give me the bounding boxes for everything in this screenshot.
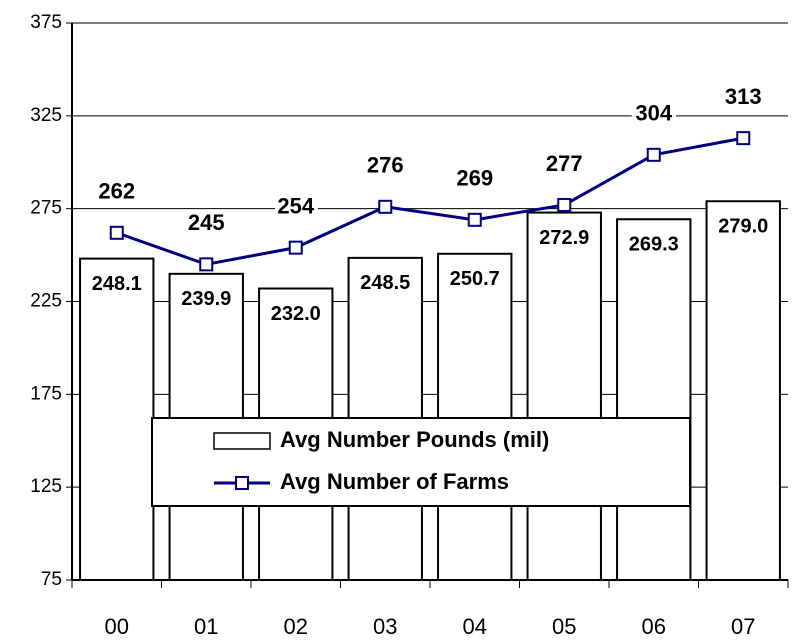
point (736, 131, 751, 146)
legend-swatch (213, 432, 271, 450)
bar-label: 250.7 (450, 268, 500, 290)
bar (437, 252, 513, 581)
point (467, 212, 482, 227)
x-tick-label: 01 (194, 614, 218, 639)
bar (526, 211, 602, 581)
bar-label: 248.1 (92, 273, 142, 295)
point-label: 262 (98, 179, 135, 204)
point-label: 276 (367, 153, 404, 178)
bar-label: 272.9 (539, 227, 589, 249)
point-label: 245 (188, 210, 225, 235)
point (109, 225, 124, 240)
legend: Avg Number Pounds (mil) Avg Number of Far… (151, 417, 691, 507)
legend-label: Avg Number Pounds (mil) (280, 427, 549, 452)
x-tick-label: 07 (731, 614, 755, 639)
x-tick-label: 02 (284, 614, 308, 639)
legend-marker (235, 476, 249, 490)
point-label: 269 (456, 166, 493, 191)
y-tick-label: 75 (41, 569, 62, 590)
y-tick-label: 375 (30, 12, 62, 33)
bar (616, 218, 692, 581)
y-tick-label: 125 (30, 476, 62, 497)
line-series (109, 131, 751, 272)
point-label: 277 (546, 151, 583, 176)
y-tick-label: 175 (30, 383, 62, 404)
x-tick-label: 05 (552, 614, 576, 639)
labels: 248.1 239.9 232.0 248.5 250.7 272.9 269.3 279.0… (92, 80, 769, 325)
point-label: 304 (635, 101, 672, 126)
point (378, 199, 393, 214)
x-tick-label: 06 (642, 614, 666, 639)
point-label: 313 (725, 84, 762, 109)
bar-label: 279.0 (718, 216, 768, 238)
point (557, 197, 572, 212)
point (288, 240, 303, 255)
point (199, 257, 214, 272)
y-tick-label: 325 (30, 105, 62, 126)
bar (79, 257, 155, 581)
line (116, 136, 744, 266)
bar (705, 200, 781, 582)
point-label: 254 (277, 193, 314, 218)
bar-label: 248.5 (360, 272, 410, 294)
bar-label: 232.0 (271, 303, 321, 325)
point (646, 147, 661, 162)
legend-label: Avg Number of Farms (280, 469, 509, 494)
x-tick-label: 03 (373, 614, 397, 639)
bar-label: 239.9 (181, 288, 231, 310)
y-tick-label: 225 (30, 291, 62, 312)
bar-label: 269.3 (629, 234, 679, 256)
y-tick-label: 275 (30, 198, 62, 219)
x-tick-label: 00 (105, 614, 129, 639)
x-tick-label: 04 (463, 614, 487, 639)
